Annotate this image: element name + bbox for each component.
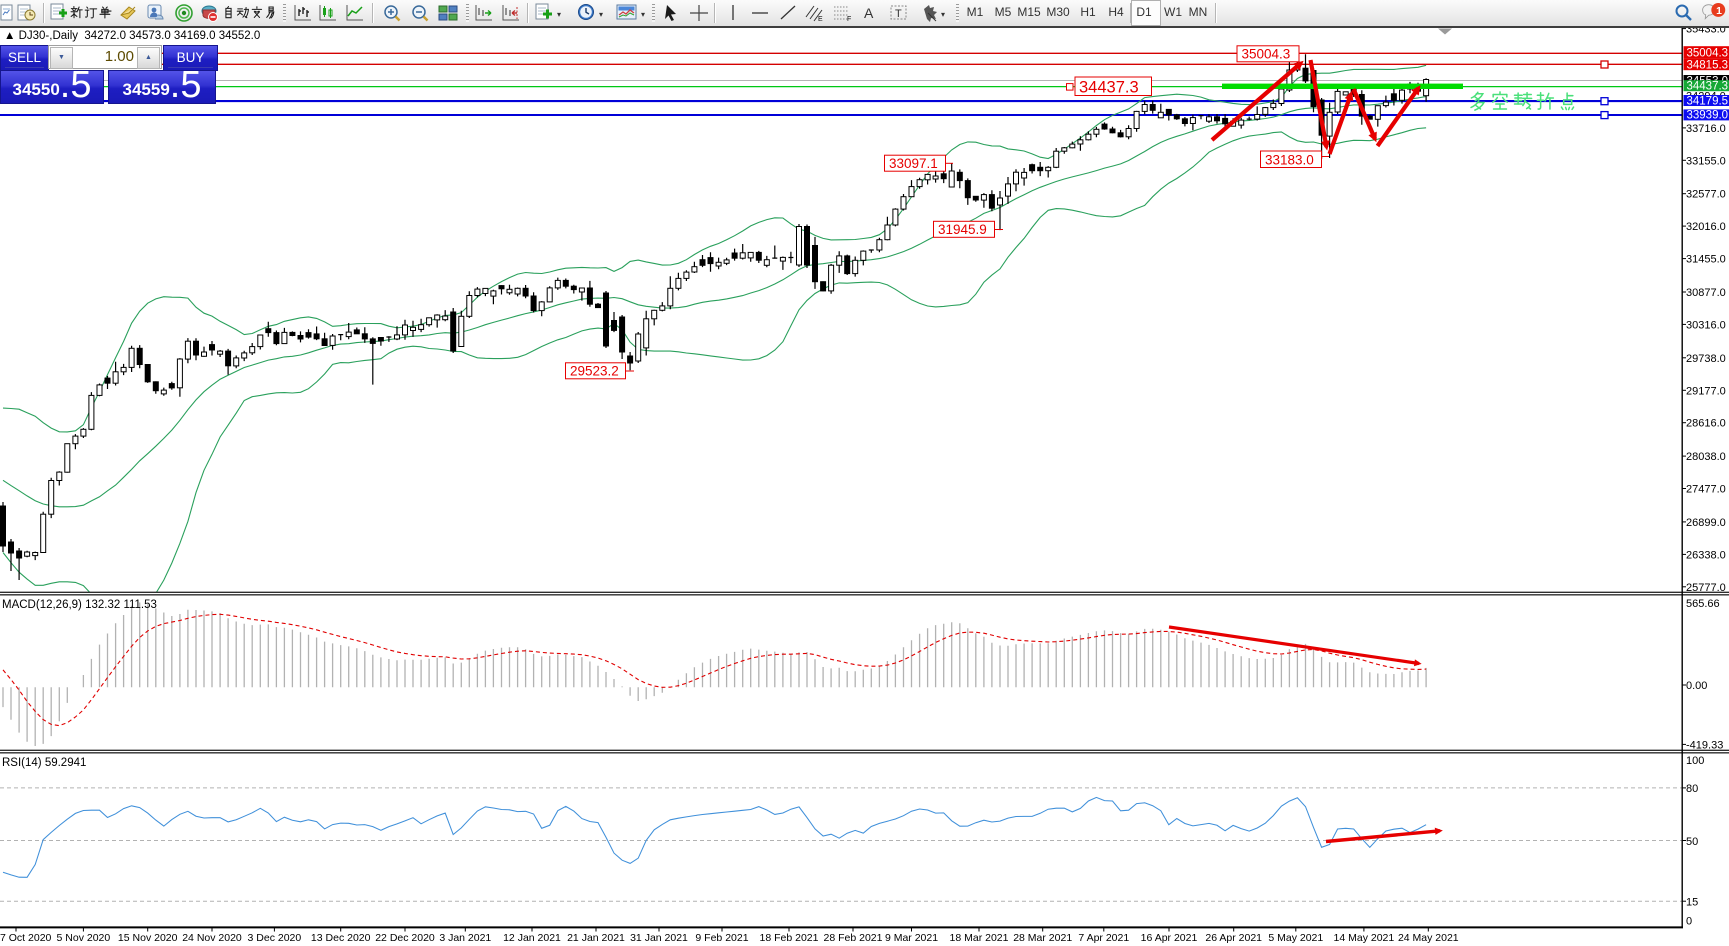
svg-text:25777.0: 25777.0 — [1686, 582, 1726, 594]
svg-text:15: 15 — [1686, 897, 1698, 909]
svg-text:35004.3: 35004.3 — [1242, 47, 1291, 62]
svg-text:29177.0: 29177.0 — [1686, 385, 1726, 397]
svg-text:34437.3: 34437.3 — [1687, 81, 1729, 93]
svg-text:33155.0: 33155.0 — [1686, 155, 1726, 167]
svg-text:32016.0: 32016.0 — [1686, 221, 1726, 233]
svg-text:3 Dec 2020: 3 Dec 2020 — [248, 932, 302, 944]
svg-text:E: E — [818, 16, 823, 23]
svg-text:15 Nov 2020: 15 Nov 2020 — [118, 932, 178, 944]
svg-text:33183.0: 33183.0 — [1265, 152, 1314, 167]
svg-text:26 Apr 2021: 26 Apr 2021 — [1205, 932, 1262, 944]
svg-text:34815.3: 34815.3 — [1687, 59, 1729, 71]
svg-text:21 Jan 2021: 21 Jan 2021 — [567, 932, 625, 944]
svg-text:5 Nov 2020: 5 Nov 2020 — [57, 932, 111, 944]
svg-text:18 Mar 2021: 18 Mar 2021 — [950, 932, 1009, 944]
svg-text:32577.0: 32577.0 — [1686, 189, 1726, 201]
svg-text:28038.0: 28038.0 — [1686, 451, 1726, 463]
svg-text:7 Oct 2020: 7 Oct 2020 — [0, 932, 52, 944]
svg-text:T: T — [895, 8, 902, 20]
svg-text:MACD(12,26,9) 132.32 111.53: MACD(12,26,9) 132.32 111.53 — [2, 599, 157, 611]
svg-text:34179.5: 34179.5 — [1687, 95, 1729, 107]
svg-text:565.66: 565.66 — [1686, 598, 1720, 610]
svg-text:26899.0: 26899.0 — [1686, 517, 1726, 529]
svg-text:RSI(14) 59.2941: RSI(14) 59.2941 — [2, 757, 86, 769]
svg-text:14 May 2021: 14 May 2021 — [1334, 932, 1395, 944]
svg-text:7 Apr 2021: 7 Apr 2021 — [1078, 932, 1129, 944]
svg-text:F: F — [847, 16, 851, 23]
svg-text:34437.3: 34437.3 — [1079, 78, 1139, 96]
svg-text:3 Jan 2021: 3 Jan 2021 — [439, 932, 491, 944]
svg-text:12 Jan 2021: 12 Jan 2021 — [503, 932, 561, 944]
svg-text:100: 100 — [1686, 755, 1704, 767]
svg-text:9 Mar 2021: 9 Mar 2021 — [885, 932, 938, 944]
svg-text:33097.1: 33097.1 — [889, 156, 938, 171]
svg-text:29523.2: 29523.2 — [570, 364, 619, 379]
svg-text:A: A — [864, 5, 874, 21]
svg-text:50: 50 — [1686, 836, 1698, 848]
svg-text:0.00: 0.00 — [1686, 680, 1707, 692]
svg-text:31 Jan 2021: 31 Jan 2021 — [630, 932, 688, 944]
svg-text:27477.0: 27477.0 — [1686, 484, 1726, 496]
svg-text:24 Nov 2020: 24 Nov 2020 — [182, 932, 242, 944]
svg-text:28 Feb 2021: 28 Feb 2021 — [824, 932, 883, 944]
svg-text:35433.0: 35433.0 — [1686, 28, 1726, 36]
svg-text:5 May 2021: 5 May 2021 — [1268, 932, 1323, 944]
svg-text:1: 1 — [1716, 6, 1722, 17]
svg-text:30877.0: 30877.0 — [1686, 287, 1726, 299]
svg-text:26338.0: 26338.0 — [1686, 549, 1726, 561]
svg-text:35004.3: 35004.3 — [1687, 47, 1729, 59]
svg-text:33716.0: 33716.0 — [1686, 123, 1726, 135]
svg-text:22 Dec 2020: 22 Dec 2020 — [375, 932, 435, 944]
svg-text:30316.0: 30316.0 — [1686, 319, 1726, 331]
svg-text:31455.0: 31455.0 — [1686, 254, 1726, 266]
svg-text:16 Apr 2021: 16 Apr 2021 — [1141, 932, 1198, 944]
svg-text:-419.33: -419.33 — [1686, 740, 1723, 752]
svg-text:13 Dec 2020: 13 Dec 2020 — [311, 932, 371, 944]
svg-text:31945.9: 31945.9 — [938, 222, 987, 237]
svg-text:28616.0: 28616.0 — [1686, 418, 1726, 430]
svg-text:29738.0: 29738.0 — [1686, 353, 1726, 365]
svg-text:28 Mar 2021: 28 Mar 2021 — [1013, 932, 1072, 944]
svg-text:18 Feb 2021: 18 Feb 2021 — [760, 932, 819, 944]
svg-text:9 Feb 2021: 9 Feb 2021 — [695, 932, 748, 944]
svg-text:24 May 2021: 24 May 2021 — [1398, 932, 1459, 944]
svg-text:80: 80 — [1686, 783, 1698, 795]
svg-text:33939.0: 33939.0 — [1687, 110, 1729, 122]
svg-text:0: 0 — [1686, 916, 1692, 928]
